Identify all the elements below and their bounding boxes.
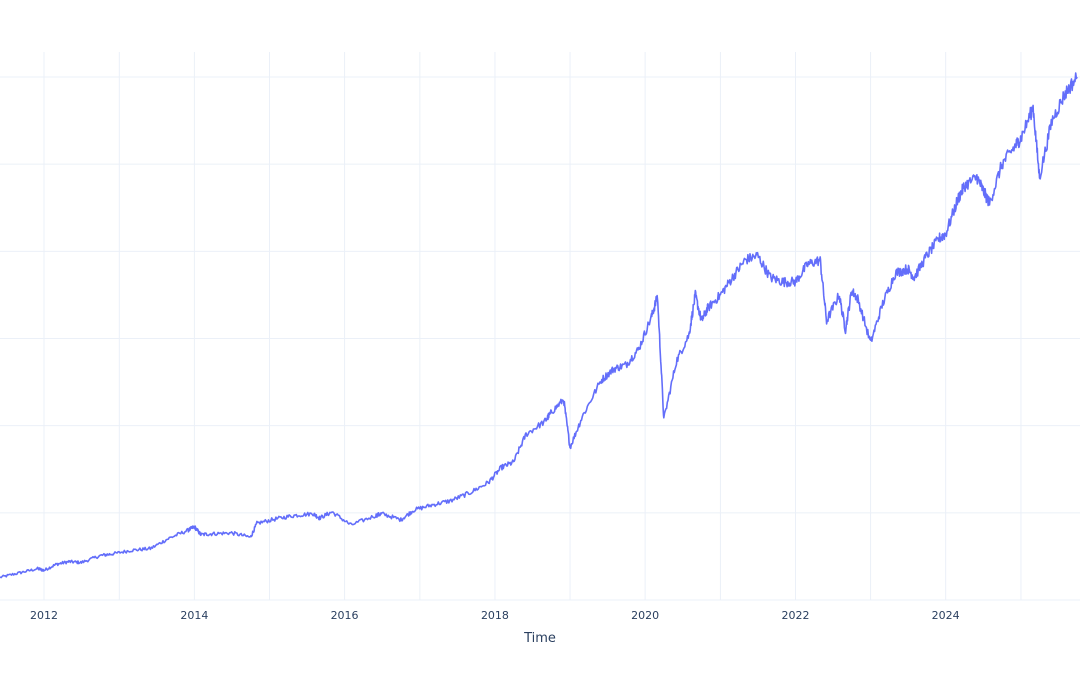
x-tick-label: 2016 [331,609,359,622]
y-gridlines [0,76,1080,514]
x-tick-label: 2022 [781,609,809,622]
x-axis-title: Time [523,631,556,646]
x-tick-label: 2018 [481,609,509,622]
x-tick-label: 2014 [180,609,208,622]
x-tick-label: 2020 [631,609,659,622]
x-gridlines [43,52,1022,600]
x-tick-label: 2012 [30,609,58,622]
x-tick-label: 2024 [932,609,960,622]
x-tick-labels: 2012 2014 2016 2018 2020 2022 2024 [30,609,960,622]
series-line [0,72,1078,579]
